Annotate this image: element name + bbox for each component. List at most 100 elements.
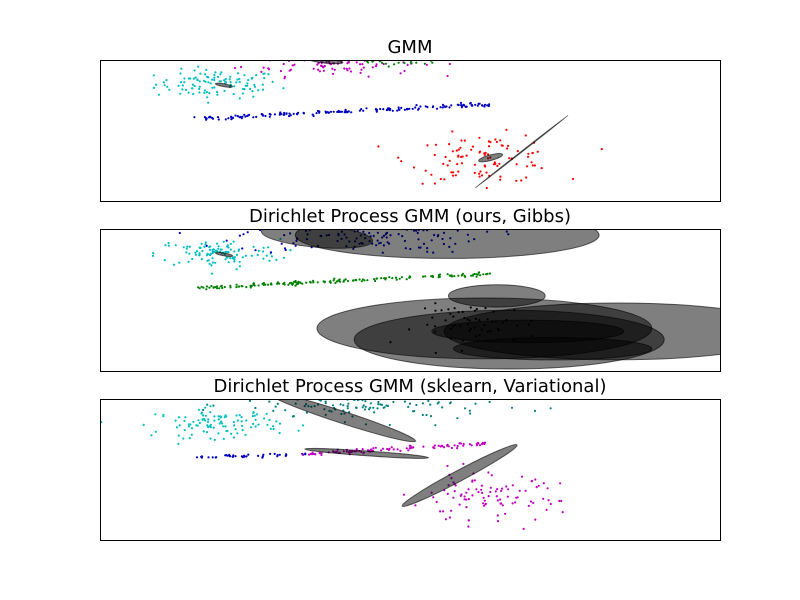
- scatter-point: [245, 286, 248, 289]
- scatter-point: [349, 70, 353, 73]
- scatter-point: [468, 409, 471, 412]
- scatter-point: [226, 256, 229, 259]
- scatter-point: [347, 402, 350, 405]
- scatter-point: [366, 279, 369, 282]
- scatter-point: [179, 92, 182, 95]
- scatter-point: [456, 447, 459, 450]
- scatter-point: [329, 281, 332, 284]
- scatter-point: [505, 128, 508, 131]
- scatter-point: [536, 150, 539, 153]
- scatter-point: [407, 449, 410, 452]
- scatter-point: [332, 110, 335, 113]
- scatter-point: [207, 425, 210, 428]
- scatter-point: [465, 154, 468, 157]
- scatter-point: [218, 80, 221, 83]
- scatter-point: [246, 114, 249, 117]
- scatter-point: [252, 411, 255, 414]
- scatter-point: [273, 452, 276, 455]
- scatter-point: [292, 112, 295, 115]
- scatter-point: [251, 90, 254, 93]
- scatter-point: [227, 261, 230, 264]
- scatter-point: [198, 253, 201, 256]
- scatter-point: [213, 415, 216, 418]
- scatter-point: [192, 92, 195, 96]
- scatter-point: [469, 102, 472, 105]
- scatter-point: [361, 63, 364, 66]
- scatter-point: [218, 422, 221, 425]
- scatter-point: [499, 178, 502, 181]
- scatter-point: [549, 502, 552, 506]
- scatter-point: [190, 433, 193, 436]
- scatter-point: [187, 91, 190, 94]
- scatter-point: [270, 255, 273, 258]
- scatter-point: [204, 419, 207, 422]
- scatter-point: [381, 447, 385, 450]
- scatter-point: [380, 277, 383, 280]
- scatter-point: [253, 85, 257, 88]
- scatter-point: [272, 409, 275, 412]
- scatter-point: [198, 87, 201, 90]
- scatter-point: [324, 402, 327, 405]
- scatter-point: [282, 62, 285, 66]
- scatter-point: [257, 249, 260, 252]
- scatter-point: [322, 280, 325, 283]
- scatter-point: [433, 153, 436, 157]
- scatter-point: [178, 231, 181, 235]
- scatter-point: [534, 478, 537, 481]
- scatter-point: [215, 285, 219, 288]
- scatter-point: [217, 432, 220, 435]
- scatter-point: [448, 106, 451, 109]
- scatter-point: [318, 110, 321, 113]
- scatter-point: [464, 105, 467, 108]
- scatter-point: [482, 504, 486, 507]
- scatter-point: [424, 275, 427, 278]
- panel-title-gmm: GMM: [387, 37, 432, 58]
- scatter-point: [216, 116, 220, 119]
- scatter-point: [167, 244, 170, 247]
- scatter-point: [487, 471, 490, 474]
- scatter-point: [361, 406, 364, 409]
- scatter-point: [228, 453, 231, 456]
- scatter-point: [229, 257, 232, 260]
- scatter-point: [403, 61, 406, 64]
- scatter-point: [463, 495, 466, 498]
- scatter-point: [496, 520, 500, 523]
- scatter-point: [482, 502, 485, 505]
- scatter-point: [493, 161, 496, 164]
- scatter-point: [208, 262, 211, 265]
- scatter-point: [407, 405, 410, 408]
- scatter-point: [265, 412, 268, 415]
- scatter-point: [209, 405, 212, 408]
- scatter-point: [288, 112, 291, 115]
- scatter-point: [415, 61, 418, 64]
- panel-dpgmm-gibbs: Dirichlet Process GMM (ours, Gibbs): [100, 206, 721, 372]
- scatter-point: [478, 444, 482, 447]
- scatter-point: [241, 247, 244, 250]
- scatter-point: [254, 425, 257, 428]
- scatter-point: [459, 146, 462, 149]
- scatter-point: [457, 170, 460, 173]
- scatter-point: [191, 257, 194, 261]
- scatter-point: [527, 152, 530, 155]
- scatter-point: [421, 182, 424, 185]
- scatter-point: [533, 409, 537, 412]
- scatter-point: [209, 426, 212, 429]
- scatter-point: [268, 112, 271, 116]
- scatter-point: [217, 418, 220, 421]
- scatter-point: [246, 84, 249, 87]
- scatter-point: [297, 429, 300, 432]
- scatter-point: [560, 499, 563, 502]
- scatter-point: [207, 81, 210, 84]
- scatter-point: [520, 475, 524, 478]
- scatter-point: [268, 400, 271, 403]
- scatter-point: [215, 287, 219, 290]
- scatter-point: [177, 442, 180, 445]
- scatter-point: [228, 78, 231, 81]
- scatter-point: [545, 508, 548, 511]
- scatter-point: [291, 283, 294, 286]
- scatter-point: [269, 452, 272, 455]
- scatter-point: [397, 106, 400, 109]
- scatter-point: [506, 147, 509, 150]
- scatter-point: [226, 454, 229, 457]
- scatter-point: [322, 66, 325, 69]
